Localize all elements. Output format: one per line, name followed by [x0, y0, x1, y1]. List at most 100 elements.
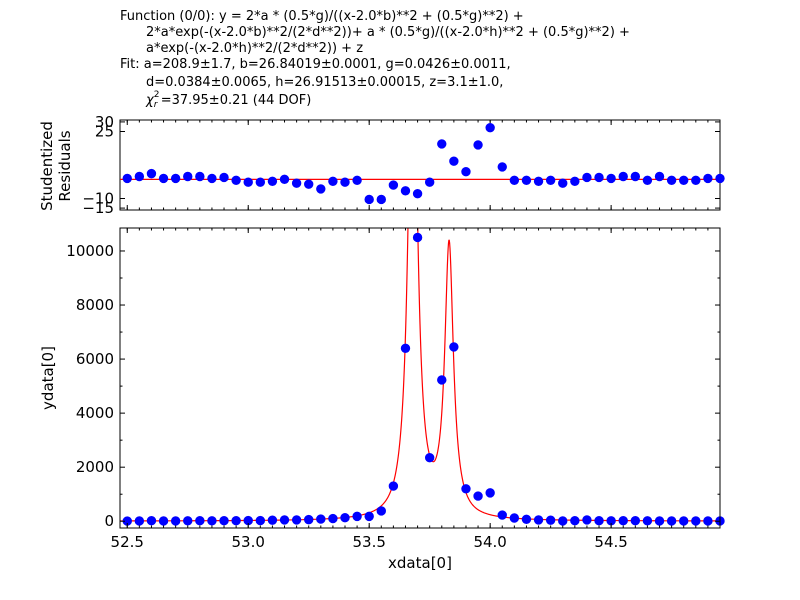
data-point — [170, 516, 181, 526]
main-panel: 0 2000 4000 6000 8000 10000 52.5 53.0 53.5 54.0 54… — [39, 227, 725, 572]
x-tick-label: 54.0 — [473, 533, 506, 551]
residual-point — [340, 177, 350, 187]
data-point — [630, 516, 641, 526]
main-y-minor-ticks — [120, 277, 720, 495]
data-point — [412, 232, 423, 243]
data-point — [316, 514, 326, 524]
residual-point — [183, 171, 193, 182]
data-point — [558, 516, 568, 526]
residual-point — [473, 140, 483, 150]
residual-point — [521, 175, 532, 186]
data-point — [485, 488, 495, 498]
data-point — [364, 511, 374, 522]
data-point — [183, 516, 193, 526]
data-point — [195, 516, 205, 526]
residual-point — [654, 171, 665, 182]
data-point — [437, 375, 447, 385]
data-point — [352, 511, 362, 522]
fit-header: Function (0/0): y = 2*a * (0.5*g)/((x-2.… — [120, 9, 800, 110]
main-x-minor-ticks — [126, 228, 721, 528]
data-point — [400, 343, 411, 353]
fit-curve — [120, 228, 720, 522]
x-tick-label: 54.5 — [594, 533, 627, 551]
residuals-ylabel-line2: Residuals — [56, 130, 74, 201]
function-line-2: 2*a*exp(-(x-2.0*b)**2/(2*d**2))+ a * (0.… — [146, 25, 630, 40]
data-point — [521, 514, 532, 525]
x-axis-label: xdata[0] — [388, 554, 452, 572]
residuals-ylabel-line1: Studentized — [38, 121, 56, 211]
data-point — [376, 506, 386, 516]
data-point — [703, 516, 713, 526]
data-point — [654, 516, 665, 526]
data-point — [388, 481, 399, 491]
function-line-1: Function (0/0): y = 2*a * (0.5*g)/((x-2.… — [120, 9, 524, 24]
data-point — [691, 516, 701, 526]
data-point — [158, 516, 169, 526]
residuals-points — [122, 122, 725, 205]
data-point — [679, 516, 689, 526]
residual-point — [207, 173, 217, 184]
chi-value: =37.95±0.21 (44 DOF) — [160, 93, 312, 108]
residual-point — [509, 175, 520, 186]
data-point — [207, 516, 217, 526]
x-tick-label: 53.0 — [232, 533, 265, 551]
x-tick-label: 52.5 — [111, 533, 144, 551]
residual-point — [412, 189, 423, 199]
residual-point — [134, 171, 145, 182]
main-points — [122, 232, 725, 526]
residual-point — [533, 176, 544, 186]
residual-point — [679, 175, 689, 186]
data-point — [449, 342, 459, 352]
residual-point — [328, 176, 338, 186]
residual-point — [255, 177, 266, 187]
residual-point — [376, 194, 386, 205]
data-point — [219, 516, 229, 526]
y-tick-label: 2000 — [76, 458, 114, 476]
y-tick-label: 0 — [104, 512, 114, 530]
data-point — [231, 516, 241, 526]
residual-point — [304, 179, 314, 189]
data-point — [424, 453, 435, 463]
data-point — [618, 516, 628, 526]
y-axis-label: ydata[0] — [39, 346, 57, 410]
residual-point — [424, 177, 435, 187]
residual-point — [606, 173, 616, 184]
data-point — [473, 491, 483, 501]
residuals-x-minor-ticks — [126, 120, 721, 210]
y-tick-label: 4000 — [76, 404, 114, 422]
residual-point — [352, 175, 362, 186]
residual-point — [461, 167, 471, 177]
residual-point — [449, 156, 459, 166]
main-y-ticks: 0 2000 4000 6000 8000 10000 — [66, 242, 720, 530]
data-point — [461, 484, 471, 494]
residual-point — [316, 184, 326, 194]
function-line-3: a*exp(-(x-2.0*h)**2/(2*d**2)) + z — [146, 41, 364, 56]
fit-line-1: Fit: a=208.9±1.7, b=26.84019±0.0001, g=0… — [120, 57, 511, 72]
y-tick-label: −10 — [82, 190, 114, 208]
y-tick-label: 6000 — [76, 350, 114, 368]
residual-point — [485, 122, 495, 133]
y-tick-label: 30 — [95, 113, 114, 131]
data-point — [279, 515, 290, 525]
data-point — [497, 510, 507, 520]
data-point — [328, 513, 338, 524]
data-point — [291, 515, 302, 525]
residual-point — [231, 175, 241, 186]
fit-line-2: d=0.0384±0.0065, h=26.91513±0.00015, z=3… — [146, 75, 504, 90]
data-point — [255, 515, 266, 526]
residual-point — [400, 186, 411, 196]
residuals-axes-frame — [119, 119, 721, 211]
y-tick-label: 25 — [95, 122, 114, 140]
y-tick-label: 10000 — [66, 242, 114, 260]
main-x-ticks: 52.5 53.0 53.5 54.0 54.5 — [111, 228, 628, 551]
x-tick-label: 53.5 — [352, 533, 385, 551]
residual-point — [703, 173, 713, 184]
data-point — [267, 515, 278, 525]
residual-point — [666, 175, 677, 186]
data-point — [146, 516, 157, 526]
residual-point — [642, 175, 653, 186]
residual-point — [691, 175, 701, 186]
residual-point — [195, 171, 205, 182]
residual-point — [570, 176, 580, 186]
residual-point — [146, 168, 157, 179]
